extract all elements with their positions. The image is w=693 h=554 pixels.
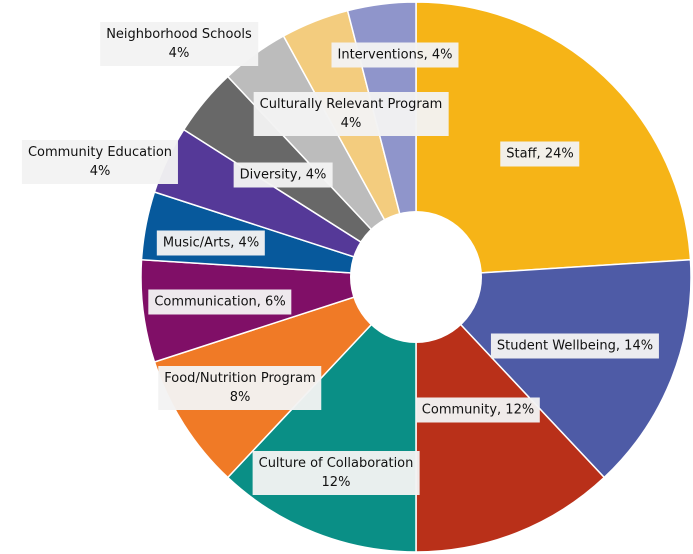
slice-label-culturally-relevant-program: Culturally Relevant Program 4% xyxy=(253,92,449,136)
slice-label-community: Community, 12% xyxy=(415,397,541,423)
slice-staff xyxy=(415,1,692,278)
slice-label-music-arts: Music/Arts, 4% xyxy=(156,230,266,256)
slice-label-staff: Staff, 24% xyxy=(500,141,580,167)
slice-label-student-wellbeing: Student Wellbeing, 14% xyxy=(490,333,660,359)
slice-label-neighborhood-schools: Neighborhood Schools 4% xyxy=(100,22,258,66)
donut-hole xyxy=(350,211,482,343)
slice-label-communication: Communication, 6% xyxy=(148,289,292,315)
slice-label-diversity: Diversity, 4% xyxy=(233,162,333,188)
slice-label-community-education: Community Education 4% xyxy=(21,140,179,184)
slice-label-culture-of-collaboration: Culture of Collaboration 12% xyxy=(252,451,420,495)
slice-interventions xyxy=(346,1,417,278)
slice-student-wellbeing xyxy=(414,258,692,479)
slice-label-food-nutrition-program: Food/Nutrition Program 8% xyxy=(158,366,322,410)
slice-label-interventions: Interventions, 4% xyxy=(331,42,459,68)
